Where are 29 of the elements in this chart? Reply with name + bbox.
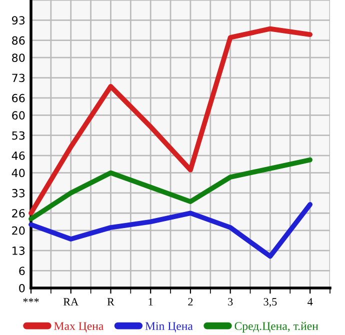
y-tick-label: 93	[12, 16, 25, 25]
y-tick-label: 73	[12, 74, 25, 82]
line-series	[28, 202, 312, 259]
y-tick-label: 53	[12, 131, 25, 140]
y-tick-label: 60	[12, 111, 25, 120]
legend-label: Сред.Цена, т.йен	[234, 322, 318, 332]
y-tick-label: 33	[12, 188, 25, 198]
x-tick-label: ***	[23, 298, 39, 302]
x-tick-label: 3	[228, 298, 233, 306]
y-tick-label: 0	[19, 284, 25, 292]
x-tick-label: 4	[308, 298, 313, 306]
y-tick-label: 66	[12, 94, 25, 102]
x-tick-label: RA	[63, 298, 79, 306]
y-tick-label: 86	[12, 36, 25, 45]
y-tick-label: 20	[12, 226, 25, 235]
y-tick-label: 80	[12, 54, 25, 62]
legend-label: Max Цена	[54, 322, 104, 332]
y-tick-label: 26	[12, 209, 25, 218]
y-tick-label: 6	[19, 266, 25, 276]
x-tick-label: 2	[188, 298, 193, 306]
x-tick-label: 1	[148, 298, 153, 306]
legend-label: Min Цена	[145, 322, 193, 332]
line-series	[28, 26, 312, 216]
y-tick-label: 40	[12, 168, 25, 178]
x-tick-label: 3,5	[264, 298, 277, 308]
line-series	[28, 157, 312, 222]
y-tick-label: 46	[12, 151, 25, 160]
y-tick-label: 13	[12, 246, 25, 255]
x-tick-label: R	[107, 298, 114, 306]
